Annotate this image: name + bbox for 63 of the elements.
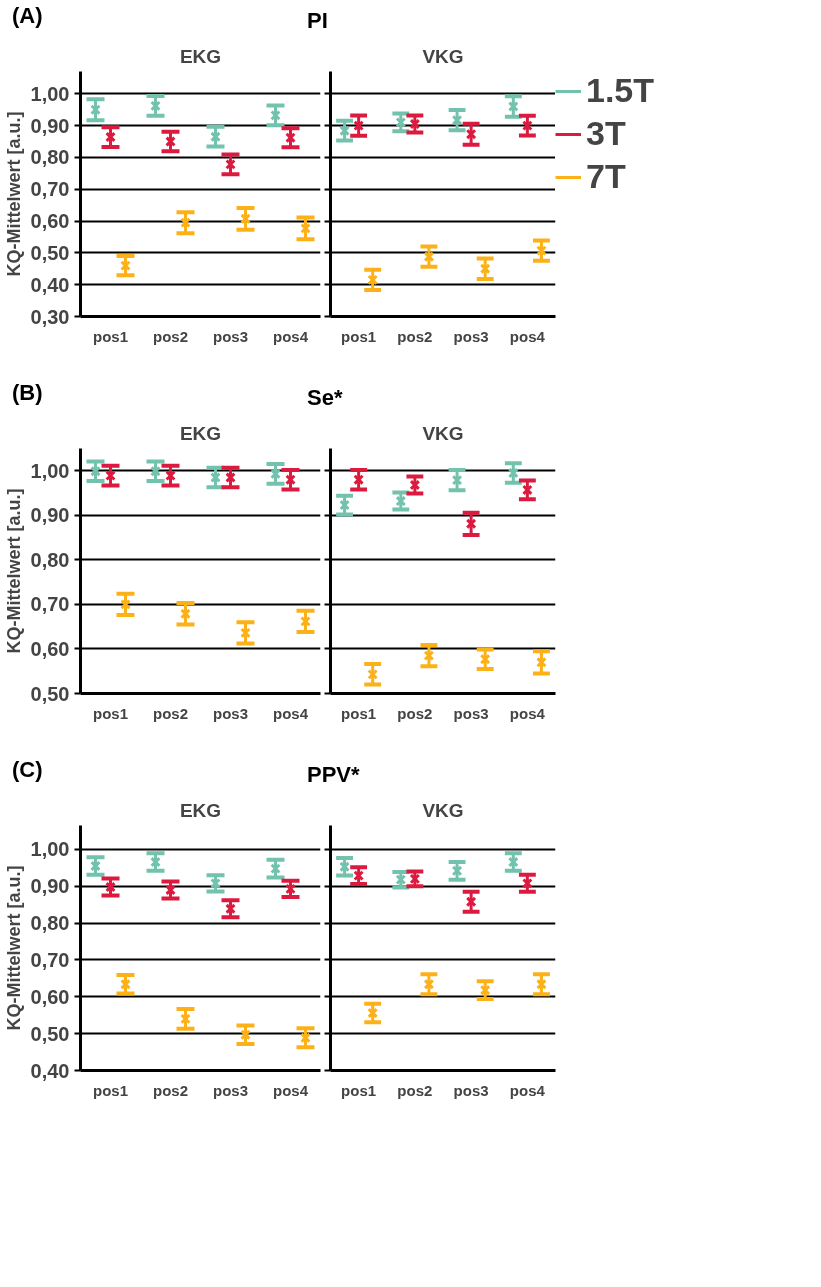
chart-title: EKG [179,45,222,67]
y-tick-label: 0,80 [30,548,70,571]
x-tick-label: pos3 [453,1081,489,1099]
y-axis-title: KQ-Mittelwert [a.u.] [3,111,24,277]
text: PI [307,8,328,33]
text: (B) [12,380,43,405]
text: PPV* [307,762,360,787]
x-tick-label: pos3 [213,1081,249,1099]
text: (C) [12,757,43,782]
x-tick-label: pos3 [453,704,489,722]
y-tick-label: 0,70 [30,178,70,201]
x-tick-label: pos4 [273,1081,309,1099]
chart-title: EKG [179,799,222,821]
y-tick-label: 0,70 [30,948,70,971]
y-tick-label: 0,50 [30,241,70,264]
x-tick-label: pos4 [509,704,546,722]
y-tick-label: 0,60 [30,637,70,660]
legend-label: 3T [586,114,626,153]
x-tick-label: pos4 [273,327,309,345]
text: Se* [307,385,343,410]
y-tick-label: 0,50 [30,1022,70,1045]
chart-title: VKG [422,422,464,444]
x-tick-label: pos2 [153,1081,189,1099]
y-tick-label: 0,90 [30,875,70,898]
y-tick-label: 1,00 [30,838,70,861]
legend-label: 1.5T [586,71,655,110]
x-tick-label: pos3 [213,327,249,345]
y-tick-label: 0,50 [30,682,70,705]
y-tick-label: 1,00 [30,459,70,482]
y-tick-label: 0,40 [30,1059,70,1082]
chart-title: VKG [422,799,464,821]
text: (A) [12,3,43,28]
x-tick-label: pos4 [273,704,309,722]
x-tick-label: pos1 [93,704,129,722]
x-tick-label: pos1 [341,327,377,345]
x-tick-label: pos2 [397,327,433,345]
y-axis-title: KQ-Mittelwert [a.u.] [3,865,24,1031]
x-tick-label: pos2 [153,704,189,722]
y-tick-label: 0,90 [30,504,70,527]
x-tick-label: pos2 [153,327,189,345]
y-tick-label: 0,80 [30,912,70,935]
x-tick-label: pos3 [213,704,249,722]
y-tick-label: 0,60 [30,985,70,1008]
x-tick-label: pos2 [397,704,433,722]
y-tick-label: 0,30 [30,305,70,328]
x-tick-label: pos1 [93,327,129,345]
y-tick-label: 1,00 [30,82,70,105]
chart-title: EKG [179,422,222,444]
x-tick-label: pos1 [341,704,377,722]
y-tick-label: 0,40 [30,273,70,296]
x-tick-label: pos4 [509,1081,546,1099]
x-tick-label: pos1 [93,1081,129,1099]
y-tick-label: 0,70 [30,593,70,616]
x-tick-label: pos3 [453,327,489,345]
x-tick-label: pos4 [509,327,546,345]
legend-label: 7T [586,157,626,196]
x-tick-label: pos1 [341,1081,377,1099]
y-axis-title: KQ-Mittelwert [a.u.] [3,488,24,654]
chart-title: VKG [422,45,464,67]
x-tick-label: pos2 [397,1081,433,1099]
y-tick-label: 0,90 [30,114,70,137]
y-tick-label: 0,60 [30,210,70,233]
y-tick-label: 0,80 [30,146,70,169]
